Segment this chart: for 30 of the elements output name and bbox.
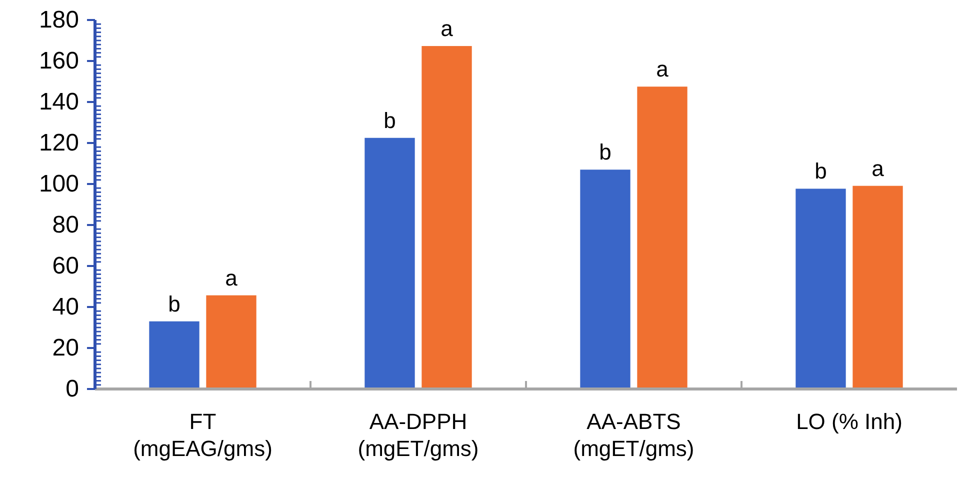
y-tick-label: 40 xyxy=(52,294,79,321)
annotation: b xyxy=(168,291,180,316)
bar xyxy=(206,295,256,389)
y-tick-label: 80 xyxy=(52,212,79,239)
bar xyxy=(364,138,415,389)
y-tick-label: 120 xyxy=(38,130,79,157)
bar xyxy=(637,86,688,389)
x-tick-label: AA-DPPH (mgET/gms) xyxy=(358,409,479,461)
bar xyxy=(796,188,846,389)
x-tick-label: AA-ABTS (mgET/gms) xyxy=(573,409,694,461)
annotation: a xyxy=(872,156,885,181)
x-tick-label: LO (% Inh) xyxy=(796,409,902,434)
y-tick-label: 100 xyxy=(38,170,79,198)
annotation: b xyxy=(814,158,827,184)
annotation: a xyxy=(440,16,454,42)
y-tick-label: 140 xyxy=(38,88,79,116)
x-tick-label: FT (mgEAG/gms) xyxy=(133,409,272,461)
y-tick-label: 180 xyxy=(38,6,79,34)
annotation: b xyxy=(599,140,612,165)
annotation: a xyxy=(656,56,670,82)
bar xyxy=(422,46,472,389)
bar xyxy=(149,321,200,389)
y-tick-label: 20 xyxy=(52,334,79,362)
bar xyxy=(852,186,903,389)
y-tick-label: 60 xyxy=(52,252,79,280)
y-tick-label: 0 xyxy=(66,376,79,403)
bar xyxy=(580,170,630,389)
annotation: a xyxy=(225,265,238,290)
y-tick-label: 160 xyxy=(38,48,79,75)
annotation: b xyxy=(384,108,396,133)
